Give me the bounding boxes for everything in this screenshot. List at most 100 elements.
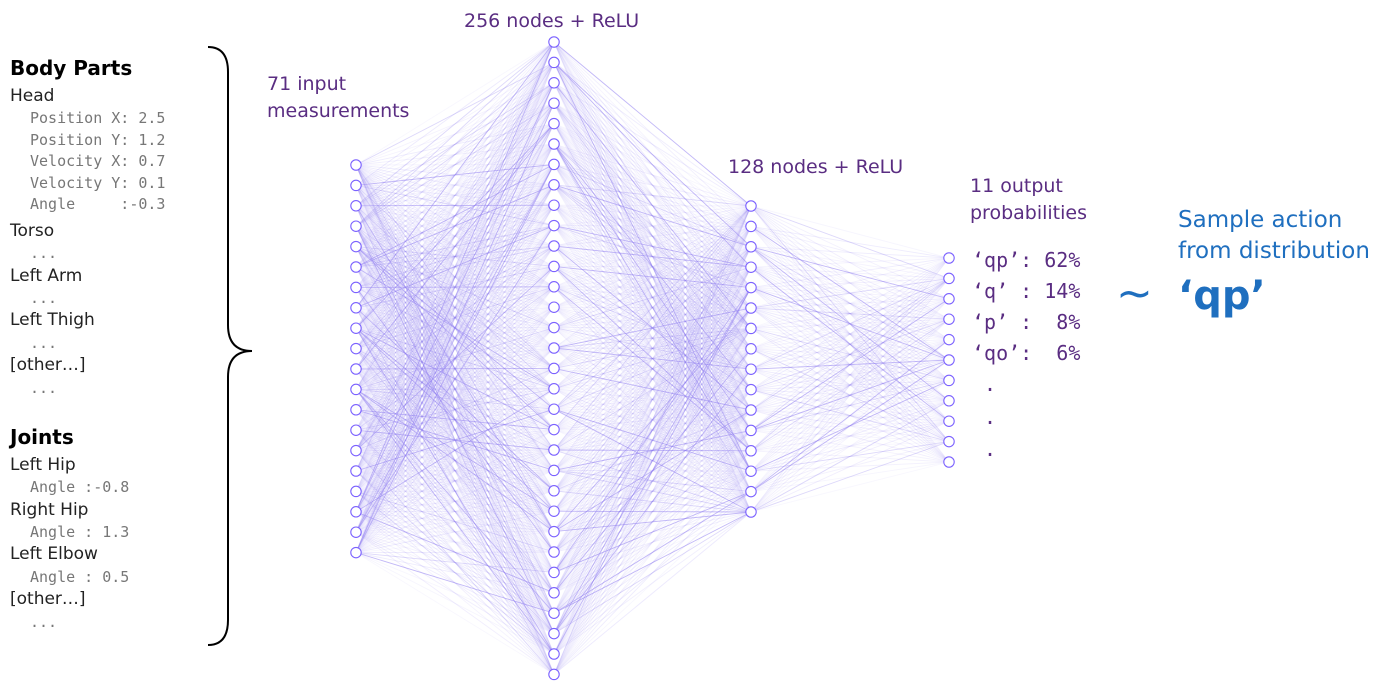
network-edge (553, 347, 752, 370)
network-edge (750, 205, 950, 320)
network-edge (553, 348, 752, 451)
network-edge (553, 266, 752, 349)
network-edge (355, 41, 555, 186)
network-edge (553, 246, 752, 288)
head-value-pos-y: Position Y: 1.2 (30, 131, 166, 149)
output-action: ‘p’ (972, 310, 1021, 334)
hidden1-node (548, 240, 560, 252)
network-edge (355, 327, 555, 451)
network-edge (355, 348, 555, 512)
network-edge (355, 531, 555, 675)
network-edge (750, 266, 950, 320)
network-edge (553, 245, 752, 248)
hidden1-node (548, 546, 560, 558)
network-edge (553, 266, 752, 614)
network-edge (355, 551, 555, 554)
hidden2-node (745, 506, 757, 518)
network-edge (355, 82, 555, 186)
network-edge (355, 41, 555, 390)
network-edge (355, 82, 555, 431)
network-edge (355, 409, 555, 431)
network-edge (355, 225, 555, 390)
network-edge (355, 389, 555, 553)
network-edge (553, 347, 752, 411)
network-edge (355, 388, 555, 533)
hidden2-node (745, 383, 757, 396)
network-edge (553, 225, 752, 267)
output-row: ‘p’ : 8% (972, 310, 1081, 334)
network-edge (355, 225, 555, 410)
network-edge (553, 246, 752, 410)
network-edge (553, 348, 752, 390)
network-edge (750, 257, 950, 513)
network-edge (553, 389, 752, 573)
network-edge (750, 318, 950, 391)
network-edge (553, 205, 752, 349)
torso-ellipsis: ... (30, 244, 58, 262)
network-edge (553, 450, 752, 594)
network-edge (355, 62, 555, 247)
network-edge (553, 184, 752, 513)
network-edge (553, 367, 752, 411)
tilde-symbol: ~ (1116, 268, 1153, 319)
left-elbow-label: Left Elbow (10, 544, 98, 564)
network-edge (553, 246, 752, 634)
network-edge (355, 286, 555, 349)
network-edge (553, 266, 752, 594)
network-edge (553, 347, 752, 391)
network-edge (750, 441, 950, 493)
network-edge (750, 429, 950, 443)
network-edge (553, 430, 752, 614)
network-edge (750, 307, 950, 361)
network-edge (553, 184, 752, 207)
network-edge (355, 510, 555, 513)
network-edge (553, 205, 752, 390)
network-edge (553, 409, 752, 655)
network-edge (355, 164, 555, 227)
network-edge (553, 266, 752, 553)
network-edge (750, 298, 950, 391)
network-edge (553, 205, 752, 308)
network-edge (355, 327, 555, 451)
hidden1-node (548, 668, 560, 681)
network-edge (750, 257, 950, 309)
network-edge (553, 450, 752, 655)
network-edge (750, 328, 950, 442)
network-edge (355, 389, 555, 675)
network-edge (553, 226, 752, 512)
network-edge (553, 266, 752, 390)
network-edge (355, 185, 555, 328)
hidden2-node (745, 200, 757, 212)
network-edge (553, 470, 752, 634)
network-edge (553, 348, 752, 614)
right-hip-label: Right Hip (10, 500, 89, 520)
hidden2-node (745, 363, 757, 375)
network-edge (553, 368, 752, 410)
network-edge (355, 368, 555, 533)
network-edge (750, 287, 950, 463)
left-elbow-value: Angle : 0.5 (30, 568, 130, 586)
network-edge (553, 328, 752, 675)
network-edge (553, 245, 752, 350)
network-edge (750, 307, 950, 463)
network-edge (355, 164, 555, 411)
network-edge (553, 164, 752, 431)
network-edge (750, 205, 950, 422)
network-edge (553, 307, 752, 512)
network-edge (553, 389, 752, 594)
network-edge (553, 266, 752, 573)
network-edge (750, 339, 950, 350)
network-edge (553, 123, 752, 350)
output-node (943, 354, 955, 366)
network-edge (355, 225, 555, 553)
network-edge (750, 257, 950, 390)
network-edge (355, 388, 555, 471)
network-edge (355, 388, 555, 553)
network-edge (355, 123, 555, 370)
network-edge (355, 41, 555, 370)
network-edge (553, 287, 752, 553)
network-edge (750, 359, 950, 411)
network-edge (355, 266, 555, 410)
network-edge (750, 246, 950, 300)
